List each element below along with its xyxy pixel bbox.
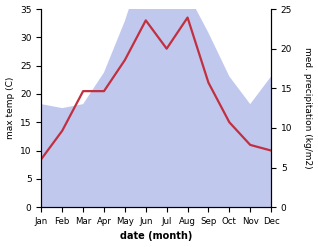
X-axis label: date (month): date (month) [120, 231, 192, 242]
Y-axis label: max temp (C): max temp (C) [5, 77, 15, 139]
Y-axis label: med. precipitation (kg/m2): med. precipitation (kg/m2) [303, 47, 313, 169]
